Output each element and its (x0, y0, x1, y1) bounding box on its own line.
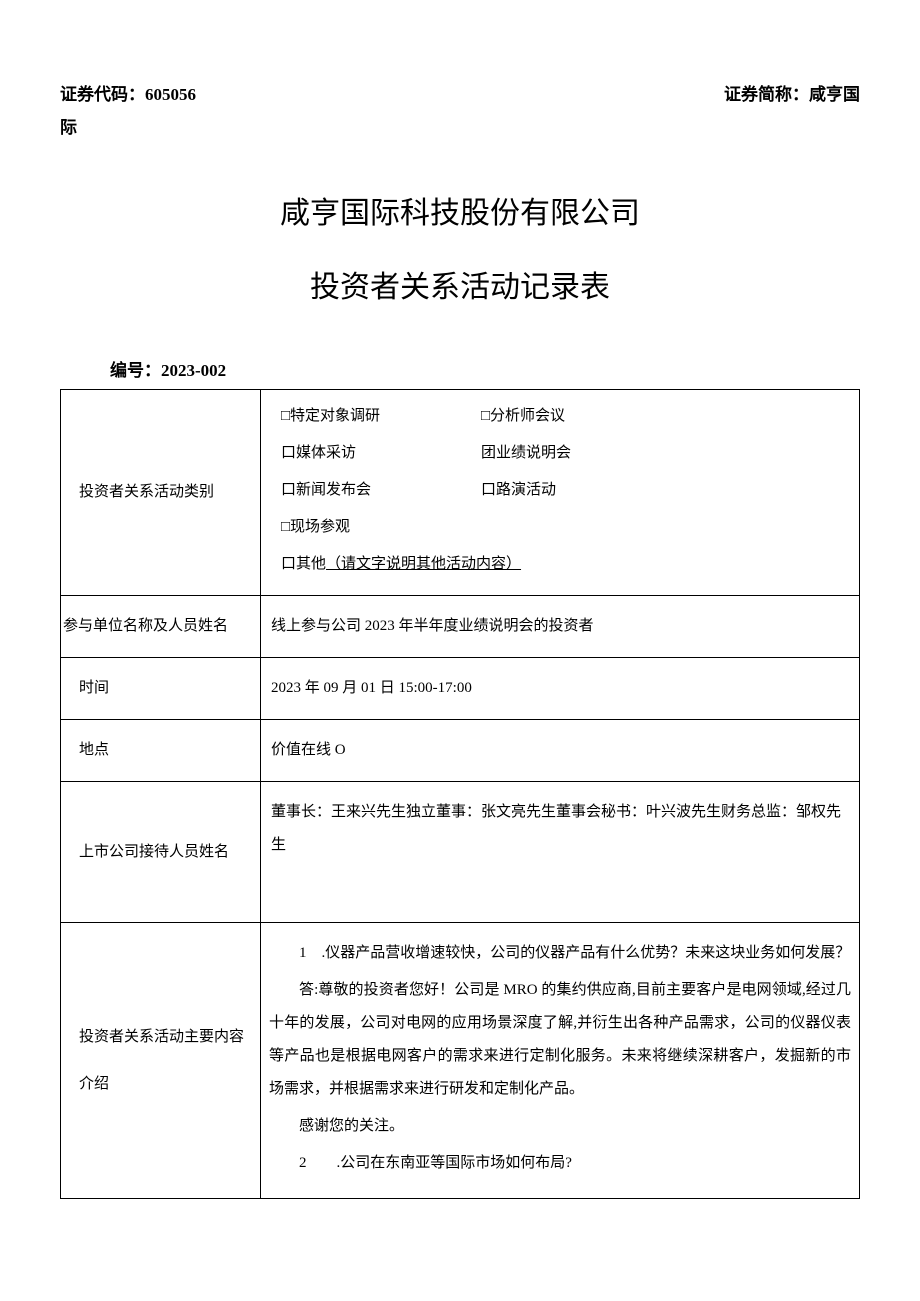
content-label-line2: 介绍 (79, 1068, 250, 1101)
checkbox-results: 团业绩说明会 (481, 437, 571, 470)
company-title: 咸亨国际科技股份有限公司 (60, 188, 860, 232)
receivers-value: 董事长：王来兴先生独立董事：张文亮先生董事会秘书：叶兴波先生财务总监：邹权先生 (261, 782, 860, 923)
content-body: 1.仪器产品营收增速较快，公司的仪器产品有什么优势？未来这块业务如何发展？ 答:… (261, 923, 860, 1199)
security-name: 证券简称：咸亨国 (724, 80, 860, 105)
participants-value: 线上参与公司 2023 年半年度业绩说明会的投资者 (261, 596, 860, 658)
content-label-line1: 投资者关系活动主要内容 (79, 1021, 250, 1054)
receivers-label: 上市公司接待人员姓名 (61, 782, 261, 923)
table-row-participants: 参与单位名称及人员姓名 线上参与公司 2023 年半年度业绩说明会的投资者 (61, 596, 860, 658)
checkbox-media: 口媒体采访 (281, 437, 481, 470)
category-label: 投资者关系活动类别 (61, 390, 261, 596)
checkbox-other: 口其他 (281, 548, 326, 581)
checkbox-analyst: □分析师会议 (481, 400, 565, 433)
time-label: 时间 (61, 658, 261, 720)
q1-text: .仪器产品营收增速较快，公司的仪器产品有什么优势？未来这块业务如何发展？ (322, 945, 851, 961)
document-subtitle: 投资者关系活动记录表 (60, 262, 860, 306)
checkbox-research: □特定对象调研 (281, 400, 481, 433)
table-row-receivers: 上市公司接待人员姓名 董事长：王来兴先生独立董事：张文亮先生董事会秘书：叶兴波先… (61, 782, 860, 923)
content-label: 投资者关系活动主要内容 介绍 (61, 923, 261, 1199)
category-options: □特定对象调研 □分析师会议 口媒体采访 团业绩说明会 口新闻发布会 口路演活动… (261, 390, 860, 596)
time-value: 2023 年 09 月 01 日 15:00-17:00 (261, 658, 860, 720)
security-name-cont: 际 (60, 113, 860, 138)
checkbox-roadshow: 口路演活动 (481, 474, 556, 507)
document-header: 证券代码：605056 证券简称：咸亨国 (60, 80, 860, 105)
question-1: 1.仪器产品营收增速较快，公司的仪器产品有什么优势？未来这块业务如何发展？ (269, 937, 851, 970)
document-number: 编号：2023-002 (110, 356, 860, 381)
table-row-time: 时间 2023 年 09 月 01 日 15:00-17:00 (61, 658, 860, 720)
question-2: 2 .公司在东南亚等国际市场如何布局? (269, 1147, 851, 1180)
security-code: 证券代码：605056 (60, 80, 196, 105)
table-row-category: 投资者关系活动类别 □特定对象调研 □分析师会议 口媒体采访 团业绩说明会 口新… (61, 390, 860, 596)
checkbox-visit: □现场参观 (281, 511, 350, 544)
q1-number: 1 (299, 937, 322, 970)
location-label: 地点 (61, 720, 261, 782)
q2-number: 2 (299, 1147, 322, 1180)
thanks-text: 感谢您的关注。 (269, 1110, 851, 1143)
table-row-content: 投资者关系活动主要内容 介绍 1.仪器产品营收增速较快，公司的仪器产品有什么优势… (61, 923, 860, 1199)
checkbox-other-desc: （请文字说明其他活动内容） (326, 548, 521, 581)
q2-text: .公司在东南亚等国际市场如何布局? (337, 1155, 572, 1171)
location-value: 价值在线 O (261, 720, 860, 782)
answer-1: 答:尊敬的投资者您好！公司是 MRO 的集约供应商,目前主要客户是电网领域,经过… (269, 974, 851, 1106)
table-row-location: 地点 价值在线 O (61, 720, 860, 782)
record-table: 投资者关系活动类别 □特定对象调研 □分析师会议 口媒体采访 团业绩说明会 口新… (60, 389, 860, 1199)
checkbox-news: 口新闻发布会 (281, 474, 481, 507)
participants-label: 参与单位名称及人员姓名 (61, 596, 261, 658)
